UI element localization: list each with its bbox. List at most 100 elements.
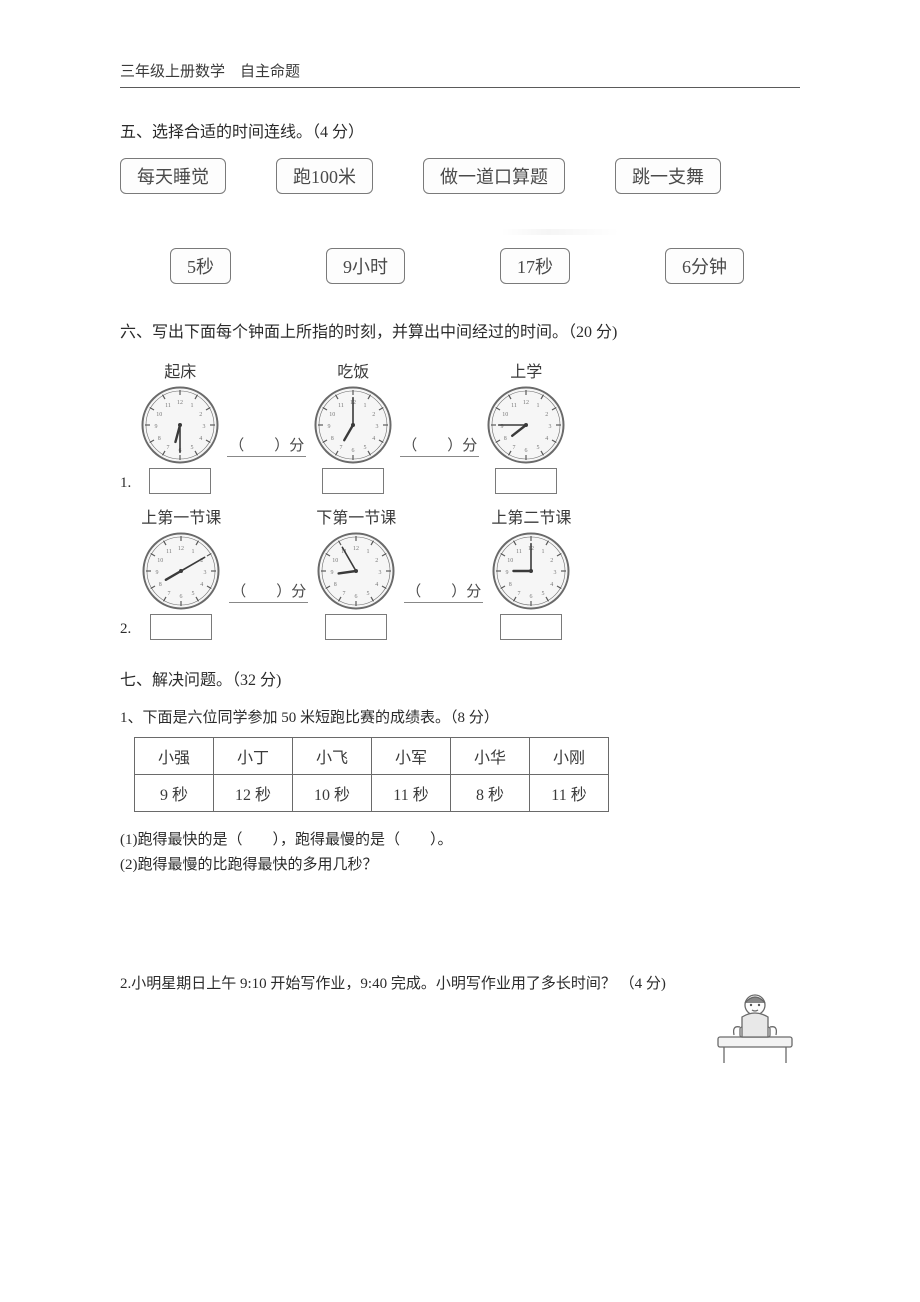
clock-label: 上第二节课 — [491, 504, 571, 528]
table-header-cell: 小丁 — [214, 738, 293, 775]
svg-text:2: 2 — [200, 412, 203, 418]
clock-column: 上学 121234567891011 — [487, 358, 565, 494]
row-number: 2. — [120, 621, 131, 640]
svg-text:8: 8 — [331, 436, 334, 442]
svg-text:1: 1 — [537, 403, 540, 409]
section7-title: 七、解决问题。（32 分) — [120, 666, 800, 690]
section5-top-row: 每天睡觉 跑100米 做一道口算题 跳一支舞 — [120, 158, 800, 194]
svg-text:10: 10 — [329, 412, 335, 418]
svg-text:11: 11 — [516, 549, 522, 555]
clock-label: 吃饭 — [337, 358, 369, 382]
race-results-table: 小强小丁小飞小军小华小刚 9 秒12 秒10 秒11 秒8 秒11 秒 — [134, 737, 609, 812]
svg-text:8: 8 — [334, 582, 337, 588]
header-rule — [120, 87, 800, 88]
svg-text:7: 7 — [168, 591, 171, 597]
svg-text:2: 2 — [546, 412, 549, 418]
svg-text:12: 12 — [523, 400, 529, 406]
boy-at-desk-icon — [710, 987, 800, 1072]
q7-1-prompt: 1、下面是六位同学参加 50 米短跑比赛的成绩表。（8 分） — [120, 706, 800, 727]
svg-text:2: 2 — [373, 412, 376, 418]
table-value-cell: 11 秒 — [530, 775, 609, 812]
page-header: 三年级上册数学 自主命题 — [120, 60, 800, 81]
svg-text:5: 5 — [537, 445, 540, 451]
clock-column: 吃饭 121234567891011 — [314, 358, 392, 494]
svg-text:8: 8 — [504, 436, 507, 442]
svg-text:5: 5 — [192, 591, 195, 597]
q7-1-sub2: (2)跑得最慢的比跑得最快的多用几秒？ — [120, 853, 800, 874]
svg-text:10: 10 — [502, 412, 508, 418]
svg-text:12: 12 — [353, 546, 359, 552]
pill-17s: 17秒 — [500, 248, 570, 284]
clock-column: 起床 121234567891011 — [141, 358, 219, 494]
elapsed-gap[interactable]: （ ）分 — [223, 434, 310, 458]
svg-text:1: 1 — [192, 549, 195, 555]
svg-text:11: 11 — [166, 549, 172, 555]
clock-label: 上学 — [510, 358, 542, 382]
svg-text:7: 7 — [167, 445, 170, 451]
elapsed-gap[interactable]: （ ）分 — [396, 434, 483, 458]
svg-text:5: 5 — [367, 591, 370, 597]
svg-text:6: 6 — [180, 594, 183, 600]
table-value-cell: 12 秒 — [214, 775, 293, 812]
time-answer-box[interactable] — [495, 468, 557, 494]
pill-dance: 跳一支舞 — [615, 158, 721, 194]
elapsed-gap[interactable]: （ ）分 — [225, 580, 312, 604]
svg-text:9: 9 — [155, 424, 158, 430]
svg-text:3: 3 — [379, 570, 382, 576]
time-answer-box[interactable] — [149, 468, 211, 494]
time-answer-box[interactable] — [150, 614, 212, 640]
table-header-cell: 小飞 — [293, 738, 372, 775]
clock-label: 起床 — [164, 358, 196, 382]
pill-run100: 跑100米 — [276, 158, 373, 194]
pill-mental: 做一道口算题 — [423, 158, 565, 194]
time-answer-box[interactable] — [325, 614, 387, 640]
table-value-cell: 9 秒 — [135, 775, 214, 812]
table-header-cell: 小强 — [135, 738, 214, 775]
clock-label: 上第一节课 — [141, 504, 221, 528]
svg-text:3: 3 — [203, 424, 206, 430]
svg-text:12: 12 — [177, 400, 183, 406]
pill-5s: 5秒 — [170, 248, 231, 284]
pill-9h: 9小时 — [326, 248, 405, 284]
clock-face-icon: 121234567891011 — [487, 386, 565, 464]
svg-text:4: 4 — [200, 436, 203, 442]
q7-2-prompt: 2.小明星期日上午 9:10 开始写作业，9:40 完成。小明写作业用了多长时间… — [120, 972, 800, 993]
svg-text:8: 8 — [158, 436, 161, 442]
svg-text:6: 6 — [355, 594, 358, 600]
svg-text:1: 1 — [364, 403, 367, 409]
svg-text:6: 6 — [530, 594, 533, 600]
svg-text:7: 7 — [340, 445, 343, 451]
svg-text:5: 5 — [191, 445, 194, 451]
svg-text:10: 10 — [508, 558, 514, 564]
elapsed-gap[interactable]: （ ）分 — [400, 580, 487, 604]
time-answer-box[interactable] — [322, 468, 384, 494]
clock-face-icon: 121234567891011 — [314, 386, 392, 464]
clock-row: 1.起床 121234567891011 （ ）分吃饭 121234567891… — [120, 358, 800, 494]
svg-text:3: 3 — [549, 424, 552, 430]
section5-title: 五、选择合适的时间连线。（4 分） — [120, 118, 800, 142]
clock-face-icon: 121234567891011 — [492, 532, 570, 610]
clock-face-icon: 121234567891011 — [317, 532, 395, 610]
svg-text:11: 11 — [165, 403, 171, 409]
svg-text:4: 4 — [546, 436, 549, 442]
table-header-cell: 小刚 — [530, 738, 609, 775]
svg-text:7: 7 — [513, 445, 516, 451]
time-answer-box[interactable] — [500, 614, 562, 640]
clock-face-icon: 121234567891011 — [141, 386, 219, 464]
clock-column: 上第二节课 121234567891011 — [491, 504, 571, 640]
row-number: 1. — [120, 475, 131, 494]
table-value-cell: 11 秒 — [372, 775, 451, 812]
svg-text:4: 4 — [376, 582, 379, 588]
matching-space[interactable] — [120, 204, 800, 244]
svg-text:10: 10 — [332, 558, 338, 564]
pill-sleep: 每天睡觉 — [120, 158, 226, 194]
svg-text:8: 8 — [509, 582, 512, 588]
svg-text:1: 1 — [367, 549, 370, 555]
clock-face-icon: 121234567891011 — [142, 532, 220, 610]
svg-text:10: 10 — [157, 558, 163, 564]
q7-1-sub1: (1)跑得最快的是（ ），跑得最慢的是（ ）。 — [120, 828, 800, 849]
svg-text:4: 4 — [551, 582, 554, 588]
svg-text:3: 3 — [554, 570, 557, 576]
svg-text:3: 3 — [204, 570, 207, 576]
svg-text:12: 12 — [178, 546, 184, 552]
